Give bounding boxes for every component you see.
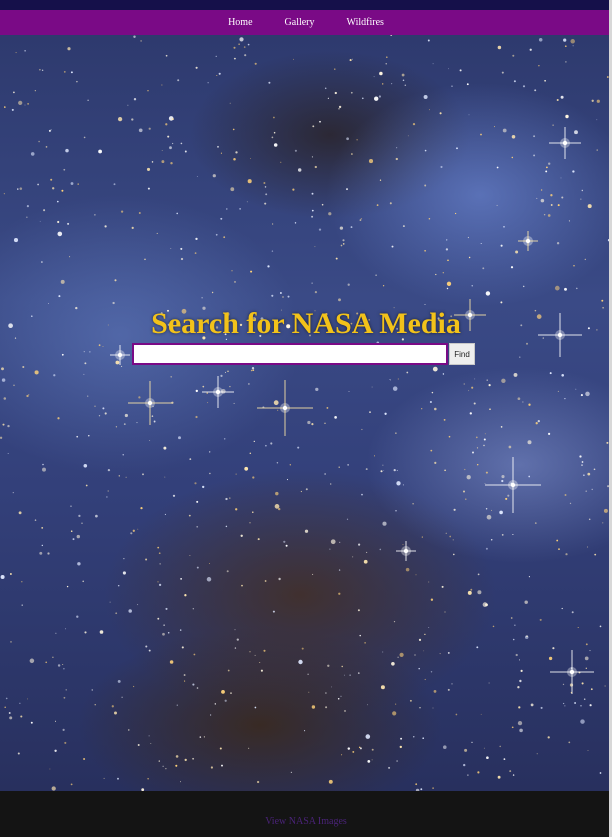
page-scrollbar[interactable] xyxy=(609,0,612,837)
search-bar: Find xyxy=(132,343,475,365)
page-title: Search for NASA Media xyxy=(151,307,461,341)
hero-section: Search for NASA Media Find xyxy=(0,35,612,791)
star-field-image xyxy=(0,35,612,791)
search-input[interactable] xyxy=(132,343,448,365)
top-strip xyxy=(0,0,612,10)
nav-link-wildfires[interactable]: Wildfires xyxy=(346,17,384,28)
nav-link-home[interactable]: Home xyxy=(228,17,253,28)
footer: View NASA Images xyxy=(0,791,612,837)
top-navbar: Home Gallery Wildfires xyxy=(0,10,612,35)
nav-link-gallery[interactable]: Gallery xyxy=(284,17,315,28)
footer-link-nasa-images[interactable]: View NASA Images xyxy=(265,816,347,827)
find-button[interactable]: Find xyxy=(449,343,475,365)
